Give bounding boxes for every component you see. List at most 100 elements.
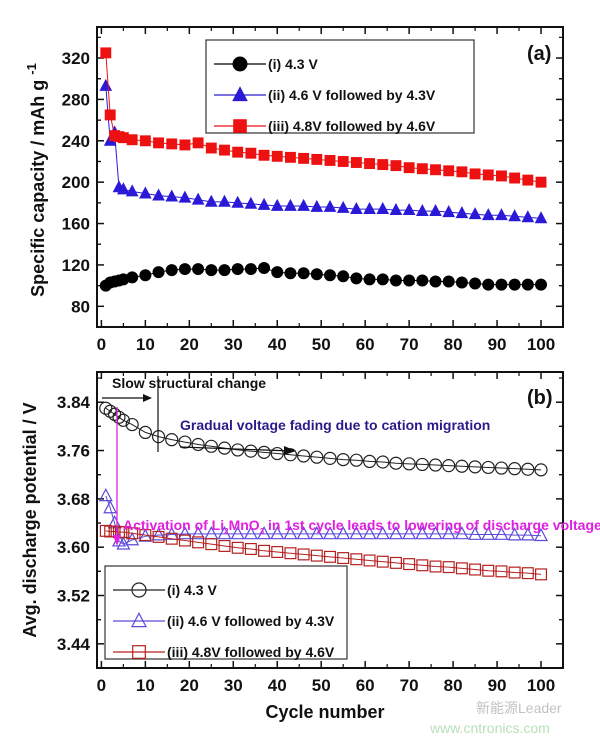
data-point [403,274,416,287]
data-point [521,210,535,223]
data-point [481,208,495,221]
data-point [535,176,547,188]
panel-b: 0 10 20 30 40 50 60 70 80 90 100 3.44 3.52 3.60 3.68 3.… [20,371,600,722]
data-point [205,264,218,277]
data-point [257,445,271,459]
data-point [429,275,442,288]
data-point [219,144,230,156]
panel-b-tick-labels: 0 10 20 30 40 50 60 70 80 90 100 3.44 3.52 3.60 3.68 3.… [57,393,555,695]
data-point [389,274,402,287]
annotation-gradual-voltage-fading: Gradual voltage fading due to cation mig… [179,417,490,455]
data-point [430,164,441,176]
legend-marker-icon [131,612,147,628]
data-point [152,266,165,279]
data-point [323,451,337,465]
data-point [349,453,363,467]
x-tick-label: 100 [527,676,555,695]
data-point [192,263,205,276]
data-point [151,527,166,541]
data-point [103,500,118,514]
panel-b-legend: (i) 4.3 V (ii) 4.6 V followed by 4.3V (iii… [104,565,348,660]
data-point [455,276,468,289]
data-point [139,135,151,147]
data-point [415,204,429,217]
data-point [442,205,456,218]
data-point [271,150,283,162]
data-point [177,526,192,540]
data-point [494,526,509,540]
annotation-activation: Activation of Li2MnO3 in 1st cycle leads… [113,407,600,546]
x-tick-label: 90 [488,335,507,354]
y-tick-label: 160 [62,215,90,234]
data-point [99,78,113,91]
series-3 [100,47,547,188]
y-tick-label: 280 [62,90,90,109]
data-point [117,526,130,539]
data-point [296,526,311,540]
data-point [324,550,337,563]
data-point [508,566,521,579]
data-point [218,264,231,277]
data-point [456,166,468,178]
data-point [205,142,217,154]
data-point [455,562,468,575]
panel-a-y-axis-title: Specific capacity / mAh g -1 [24,63,48,297]
x-tick-label: 10 [136,335,155,354]
data-point [178,435,192,449]
data-point [443,165,455,177]
data-point [496,170,507,182]
data-point [481,526,496,540]
series-1 [99,401,548,477]
data-point [363,201,376,214]
data-point [311,153,323,165]
panel-a-data [99,47,548,292]
x-tick-label: 60 [356,335,375,354]
data-point [468,526,483,540]
data-point [126,271,139,284]
data-point [126,134,138,146]
y-tick-label: 320 [62,49,90,68]
data-point [454,526,469,540]
data-point [217,526,232,540]
legend-label: (ii) 4.6 V followed by 4.3V [268,87,436,103]
data-point [415,526,430,540]
data-point [337,156,349,167]
data-point [284,547,297,560]
data-point [535,278,548,291]
data-point [521,567,534,580]
data-point [205,538,218,551]
data-point [534,527,549,542]
data-point [350,201,363,214]
data-point [402,526,417,540]
data-point [139,529,152,542]
data-point [117,182,130,195]
y-tick-label: 240 [62,132,90,151]
data-point [310,549,323,562]
data-point [218,194,231,207]
data-point [284,198,297,211]
data-point [298,152,310,164]
data-point [402,457,416,471]
data-point [428,526,443,540]
data-point [165,433,179,447]
data-point [402,202,416,216]
data-point [270,198,284,211]
data-point [362,454,377,469]
data-point [204,194,218,207]
data-point [310,199,324,212]
data-point [258,262,271,275]
data-point [297,449,311,463]
data-point [179,139,191,151]
data-point [99,524,112,537]
data-point [389,202,403,216]
data-point [507,527,522,541]
data-point [482,278,495,291]
data-point [230,526,245,540]
x-tick-label: 0 [97,335,106,354]
data-point [534,463,548,477]
data-point [377,159,389,171]
data-point [297,267,310,280]
legend-label: (iii) 4.8V followed by 4.6V [268,118,436,134]
data-point [389,456,403,470]
